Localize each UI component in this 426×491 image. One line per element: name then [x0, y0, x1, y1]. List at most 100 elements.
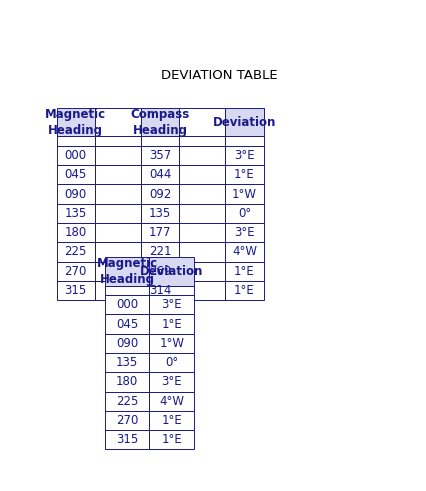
Text: 1°E: 1°E	[233, 284, 254, 297]
Bar	[149, 372, 193, 392]
Bar	[179, 185, 225, 204]
Bar	[225, 185, 263, 204]
Text: Magnetic
Heading: Magnetic Heading	[96, 257, 157, 286]
Bar	[149, 411, 193, 430]
Text: 270: 270	[115, 414, 138, 427]
Bar	[149, 353, 193, 372]
Bar	[57, 165, 95, 185]
Text: 3°E: 3°E	[233, 226, 254, 239]
Text: 4°W: 4°W	[231, 246, 256, 258]
Bar	[225, 281, 263, 300]
Bar	[179, 262, 225, 281]
Text: 1°E: 1°E	[233, 168, 254, 181]
Bar	[95, 204, 141, 223]
Bar	[225, 242, 263, 262]
Bar	[179, 223, 225, 242]
Bar	[57, 146, 95, 165]
Bar	[179, 281, 225, 300]
Text: Deviation: Deviation	[212, 116, 276, 129]
Bar	[57, 185, 95, 204]
Text: 1°E: 1°E	[233, 265, 254, 278]
Text: 045: 045	[115, 318, 138, 330]
Text: 180: 180	[64, 226, 86, 239]
Bar	[225, 204, 263, 223]
Bar	[57, 204, 95, 223]
Text: 044: 044	[149, 168, 171, 181]
Text: 314: 314	[149, 284, 171, 297]
Text: 225: 225	[115, 395, 138, 408]
Text: 1°E: 1°E	[161, 318, 181, 330]
Text: 092: 092	[149, 188, 171, 201]
Bar	[57, 108, 95, 136]
Text: 357: 357	[149, 149, 171, 162]
Text: Deviation: Deviation	[140, 265, 203, 278]
Bar	[95, 242, 141, 262]
Text: 090: 090	[64, 188, 86, 201]
Bar	[104, 372, 149, 392]
Bar	[95, 146, 141, 165]
Text: 1°E: 1°E	[161, 414, 181, 427]
Bar	[104, 295, 149, 315]
Text: 177: 177	[149, 226, 171, 239]
Bar	[57, 223, 95, 242]
Bar	[104, 257, 149, 286]
Bar	[225, 108, 263, 136]
Text: 045: 045	[64, 168, 86, 181]
Bar	[225, 262, 263, 281]
Text: Magnetic
Heading: Magnetic Heading	[45, 108, 106, 137]
Text: 000: 000	[64, 149, 86, 162]
Bar	[104, 430, 149, 449]
Text: 000: 000	[116, 299, 138, 311]
Bar	[95, 185, 141, 204]
Text: 1°W: 1°W	[231, 188, 256, 201]
Bar	[149, 430, 193, 449]
Bar	[179, 204, 225, 223]
Bar	[149, 392, 193, 411]
Bar	[149, 295, 193, 315]
Bar	[141, 108, 179, 136]
Bar	[95, 223, 141, 242]
Bar	[225, 146, 263, 165]
Bar	[149, 286, 193, 295]
Text: 315: 315	[115, 434, 138, 446]
Text: 269: 269	[149, 265, 171, 278]
Text: 1°E: 1°E	[161, 434, 181, 446]
Bar	[149, 334, 193, 353]
Bar	[149, 315, 193, 334]
Bar	[179, 108, 225, 136]
Bar	[141, 165, 179, 185]
Bar	[57, 262, 95, 281]
Bar	[104, 411, 149, 430]
Text: 090: 090	[115, 337, 138, 350]
Text: 315: 315	[64, 284, 86, 297]
Text: 3°E: 3°E	[233, 149, 254, 162]
Bar	[141, 136, 179, 146]
Bar	[104, 286, 149, 295]
Bar	[57, 136, 95, 146]
Bar	[141, 223, 179, 242]
Text: 180: 180	[115, 376, 138, 388]
Text: 135: 135	[149, 207, 171, 220]
Bar	[104, 315, 149, 334]
Text: 135: 135	[64, 207, 86, 220]
Bar	[225, 165, 263, 185]
Text: 221: 221	[149, 246, 171, 258]
Text: 135: 135	[115, 356, 138, 369]
Bar	[141, 146, 179, 165]
Bar	[57, 281, 95, 300]
Bar	[141, 204, 179, 223]
Text: DEVIATION TABLE: DEVIATION TABLE	[160, 69, 276, 82]
Text: 0°: 0°	[165, 356, 178, 369]
Bar	[57, 242, 95, 262]
Bar	[179, 165, 225, 185]
Bar	[179, 136, 225, 146]
Bar	[104, 334, 149, 353]
Bar	[95, 108, 141, 136]
Text: 225: 225	[64, 246, 87, 258]
Text: Compass
Heading: Compass Heading	[130, 108, 189, 137]
Bar	[141, 242, 179, 262]
Bar	[179, 242, 225, 262]
Bar	[149, 257, 193, 286]
Bar	[95, 281, 141, 300]
Text: 270: 270	[64, 265, 87, 278]
